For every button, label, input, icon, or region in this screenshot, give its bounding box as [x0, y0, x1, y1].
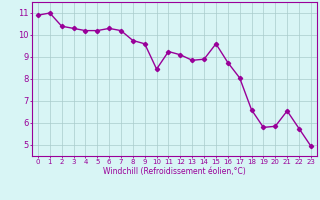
X-axis label: Windchill (Refroidissement éolien,°C): Windchill (Refroidissement éolien,°C): [103, 167, 246, 176]
